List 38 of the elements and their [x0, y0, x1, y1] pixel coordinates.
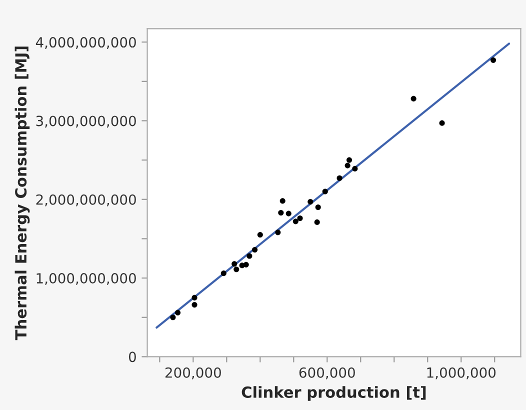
y-tick-label: 4,000,000,000 [36, 37, 136, 49]
x-tick-label: 200,000 [165, 367, 221, 380]
y-tick-label: 2,000,000,000 [36, 194, 136, 206]
point [275, 230, 281, 236]
point [352, 166, 358, 172]
point [322, 188, 328, 194]
point [278, 210, 284, 216]
y-tick-label: 0 [128, 352, 136, 362]
point [490, 57, 496, 63]
point [220, 270, 226, 276]
x-tick-label: 600,000 [299, 367, 355, 380]
point [297, 215, 303, 222]
point [192, 294, 198, 300]
point [170, 314, 176, 320]
point [346, 157, 352, 163]
y-tick-label: 3,000,000,000 [36, 116, 136, 128]
point [232, 261, 238, 267]
x-tick-label: 1,000,000 [427, 367, 496, 380]
point [439, 120, 445, 126]
point [174, 310, 181, 316]
point [252, 246, 258, 253]
point [292, 218, 298, 224]
point [308, 198, 314, 205]
point [192, 302, 198, 308]
point [336, 175, 342, 181]
point [257, 232, 263, 238]
point [243, 262, 249, 268]
x-axis-title: Clinker production [t] [242, 386, 426, 401]
y-axis-title: Thermal Energy Consumption [MJ] [14, 46, 30, 340]
point [280, 198, 286, 204]
point [410, 96, 416, 102]
point [344, 162, 350, 168]
y-tick-label: 1,000,000,000 [36, 273, 136, 285]
point [315, 204, 321, 210]
point [286, 210, 292, 216]
point [314, 219, 320, 225]
point [234, 266, 240, 272]
point [246, 253, 252, 259]
